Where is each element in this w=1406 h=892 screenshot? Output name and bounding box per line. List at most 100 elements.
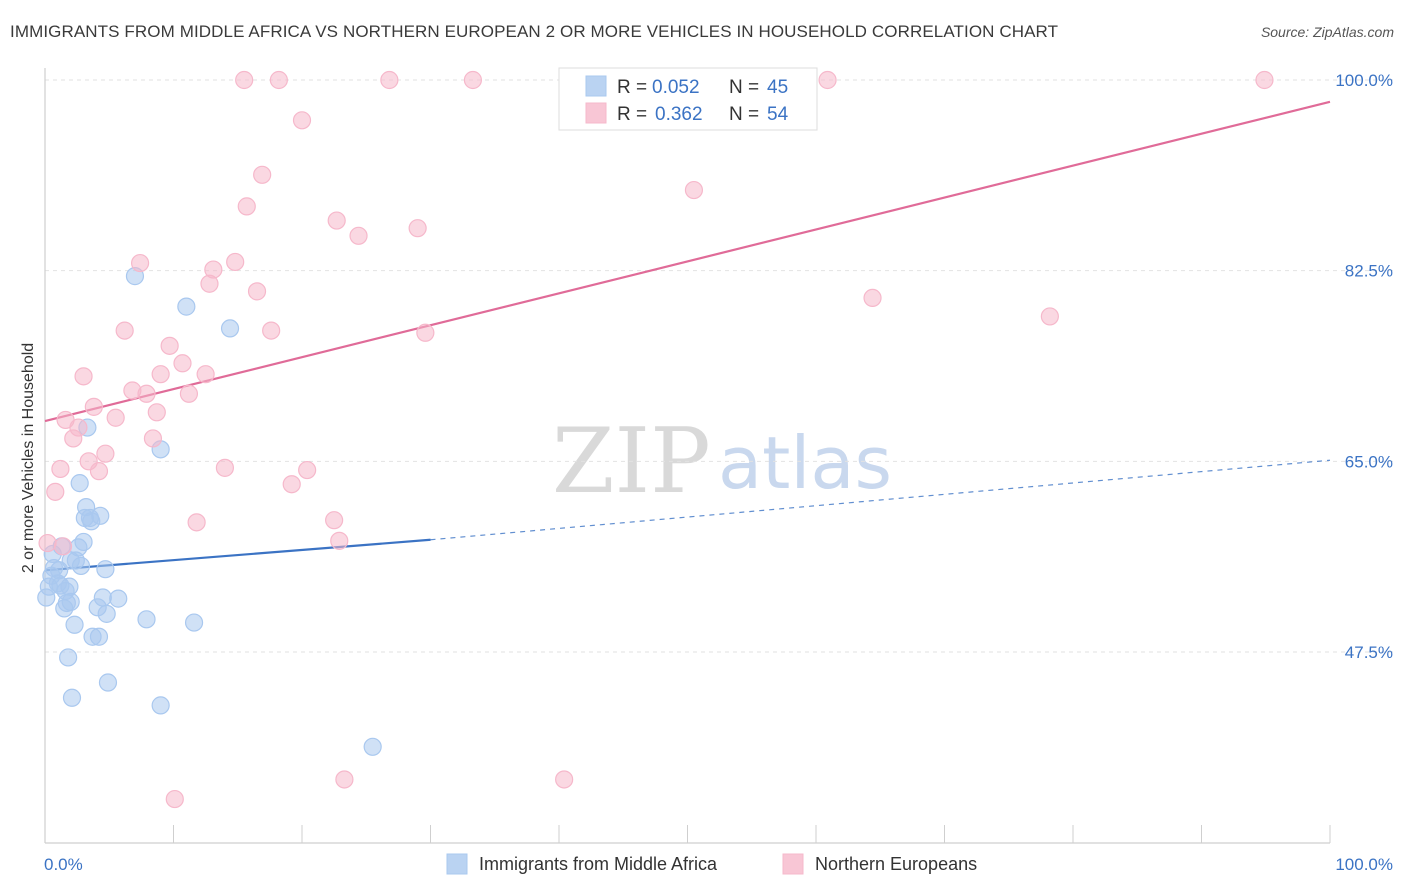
data-point	[292, 111, 312, 130]
data-point	[61, 592, 80, 611]
source-label: Source: ZipAtlas.com	[1260, 24, 1394, 40]
grid-lines	[45, 79, 1395, 653]
legend-swatch-northern-europeans	[782, 853, 804, 875]
watermark-atlas: atlas	[718, 421, 892, 505]
data-point	[204, 260, 223, 279]
legend-swatch-blue	[585, 75, 607, 97]
data-point	[65, 615, 84, 634]
trend-line-northern-europeans	[44, 100, 1331, 423]
data-point	[74, 367, 93, 386]
data-point	[38, 533, 57, 553]
data-point	[282, 475, 301, 494]
data-point	[335, 770, 354, 789]
axes	[44, 68, 1331, 844]
data-point	[555, 770, 574, 789]
legend-swatch-middle-africa	[446, 853, 468, 875]
data-point	[863, 288, 882, 308]
y-tick-label: 100.0%	[1335, 71, 1393, 90]
legend-label-middle-africa: Immigrants from Middle Africa	[479, 854, 718, 874]
data-point	[325, 511, 344, 530]
data-point	[327, 211, 346, 230]
data-point	[115, 321, 134, 340]
data-point	[62, 688, 82, 707]
correlation-legend: R = 0.052 N = 45 R = 0.362 N = 54	[558, 67, 818, 131]
chart-title: IMMIGRANTS FROM MIDDLE AFRICA VS NORTHER…	[10, 22, 1059, 41]
data-point	[91, 506, 110, 525]
data-point	[97, 604, 116, 623]
data-point	[71, 556, 91, 576]
data-point	[89, 627, 109, 646]
data-point	[74, 532, 93, 552]
data-point	[173, 354, 192, 373]
x-tick-label: 0.0%	[44, 855, 83, 874]
legend-n-label: N =	[729, 77, 759, 98]
data-point	[96, 444, 115, 463]
data-point	[684, 180, 704, 200]
legend-n-value: 54	[767, 104, 789, 125]
legend-r-label: R =	[617, 77, 647, 98]
data-point	[151, 696, 170, 715]
data-point	[106, 408, 125, 427]
data-point	[59, 648, 78, 667]
data-points	[37, 70, 1274, 809]
data-point	[89, 462, 109, 481]
data-point	[463, 70, 483, 90]
x-tick-label: 100.0%	[1335, 855, 1393, 874]
data-point	[96, 560, 115, 579]
legend-r-value: 0.052	[652, 77, 700, 98]
data-point	[184, 613, 204, 632]
y-tick-label: 82.5%	[1345, 262, 1393, 281]
x-tick-labels: 0.0% 100.0%	[44, 855, 1393, 874]
data-point	[60, 577, 79, 596]
data-point	[220, 319, 240, 338]
data-point	[53, 537, 73, 556]
legend-row-pink: R = 0.362 N = 54	[585, 102, 789, 125]
data-point	[147, 403, 166, 422]
data-point	[253, 165, 272, 184]
data-point	[262, 321, 281, 340]
legend-label-northern-europeans: Northern Europeans	[815, 854, 977, 874]
data-point	[408, 219, 427, 238]
data-point	[70, 474, 89, 493]
legend-r-value: 0.362	[655, 104, 703, 125]
data-point	[1255, 70, 1274, 90]
data-point	[349, 226, 368, 245]
data-point	[69, 418, 88, 437]
series-northern-europeans	[38, 70, 1274, 809]
data-point	[187, 513, 206, 532]
data-point	[137, 384, 156, 403]
data-point	[363, 737, 382, 756]
legend-n-label: N =	[729, 104, 759, 125]
data-point	[298, 460, 317, 480]
data-point	[98, 673, 118, 692]
y-tick-labels: 47.5% 65.0% 82.5% 100.0%	[1335, 71, 1393, 662]
data-point	[165, 789, 184, 809]
series-legend: Immigrants from Middle Africa Northern E…	[446, 853, 977, 875]
data-point	[237, 197, 256, 216]
legend-swatch-pink	[585, 102, 607, 124]
data-point	[247, 282, 267, 301]
data-point	[93, 588, 112, 607]
trend-line-extension	[430, 459, 1331, 541]
y-axis-label: 2 or more Vehicles in Household	[20, 343, 37, 573]
data-point	[51, 459, 70, 479]
data-point	[269, 70, 288, 90]
data-point	[130, 253, 150, 273]
series-middle-africa	[37, 267, 382, 756]
data-point	[137, 610, 156, 629]
data-point	[215, 458, 234, 477]
legend-n-value: 45	[767, 77, 788, 98]
legend-r-label: R =	[617, 104, 647, 125]
data-point	[84, 397, 103, 416]
y-tick-label: 47.5%	[1345, 643, 1393, 662]
data-point	[416, 323, 435, 342]
data-point	[1040, 307, 1059, 326]
data-point	[109, 589, 128, 608]
data-point	[46, 482, 65, 501]
data-point	[37, 588, 56, 607]
data-point	[143, 429, 163, 448]
data-point	[380, 70, 399, 90]
legend-row-blue: R = 0.052 N = 45	[585, 75, 788, 98]
data-point	[818, 70, 837, 90]
